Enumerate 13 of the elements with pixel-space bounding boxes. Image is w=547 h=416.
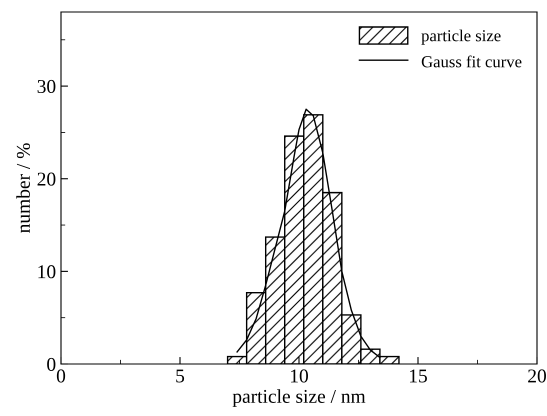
- y-tick-label: 20: [38, 172, 56, 186]
- y-tick-label: 0: [47, 358, 56, 371]
- x-tick-label: 10: [290, 369, 308, 383]
- y-axis-title: number / %: [16, 143, 30, 233]
- x-tick-label: 15: [410, 370, 427, 383]
- x-axis-title: particle size / nm: [232, 389, 366, 407]
- y-tick-label: 30: [38, 80, 56, 94]
- legend-label: particle size: [421, 30, 501, 45]
- y-tick-label: 10: [38, 265, 56, 278]
- legend-label: Gauss fit curve: [422, 55, 522, 68]
- x-tick-label: 20: [528, 369, 546, 383]
- x-tick-label: 0: [56, 369, 66, 383]
- x-tick-label: 5: [176, 370, 184, 383]
